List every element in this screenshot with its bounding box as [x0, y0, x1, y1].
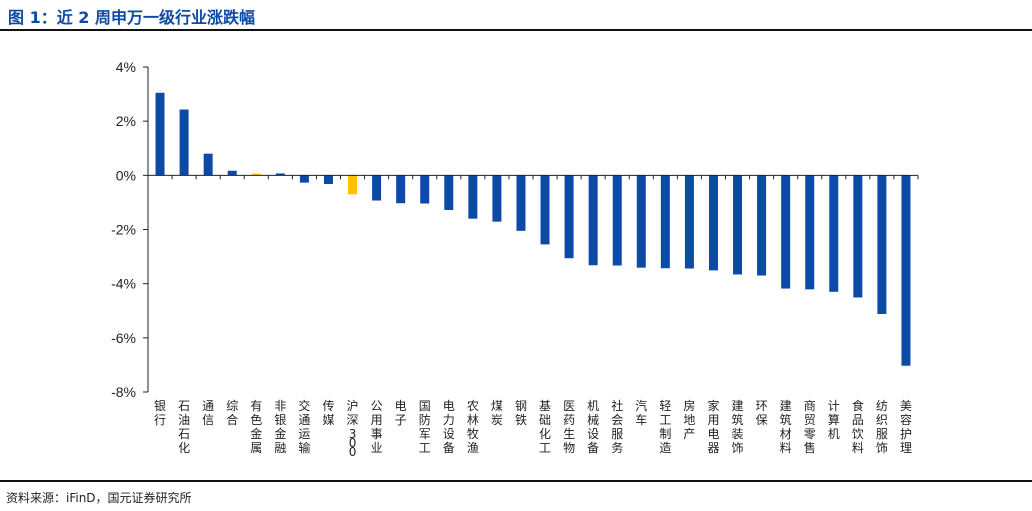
header-rule [0, 29, 1032, 31]
bar-31 [901, 175, 911, 366]
bar-0 [155, 92, 165, 176]
bar-22 [684, 175, 694, 269]
bar-17 [564, 175, 574, 259]
bar-27 [805, 175, 815, 290]
x-tick-label: 美容护理 [900, 399, 912, 455]
x-tick-label: 煤炭 [491, 399, 503, 427]
y-tick-label: -4% [111, 276, 136, 292]
y-tick-label: -2% [111, 222, 136, 238]
x-tick-label: 基础化工 [539, 399, 551, 455]
bar-16 [540, 175, 550, 245]
x-tick-label: 环保 [756, 399, 768, 427]
bar-15 [516, 175, 526, 231]
bar-1 [179, 109, 189, 176]
bar-19 [612, 175, 622, 266]
bar-6 [299, 175, 309, 183]
bar-7 [323, 175, 333, 184]
x-tick-label: 综合 [226, 399, 238, 427]
axes-group [143, 66, 919, 393]
bar-14 [492, 175, 502, 222]
x-tick-label: 交通运输 [298, 398, 310, 455]
chart-title: 图 1：近 2 周申万一级行业涨跌幅 [8, 8, 255, 27]
y-tick-labels: 4% 2% 0% -2% -4% -6% -8% [111, 59, 136, 400]
bar-10 [396, 175, 406, 204]
bar-2 [203, 153, 213, 176]
bar-8 [348, 175, 358, 195]
y-tick-label: 2% [116, 113, 136, 129]
bar-11 [420, 175, 430, 204]
y-tick-label: 0% [116, 167, 136, 183]
bars-group [155, 92, 911, 366]
bar-24 [733, 175, 743, 275]
x-tick-label: 电力设备 [443, 399, 455, 455]
y-tick-label: -6% [111, 330, 136, 346]
x-tick-label: 商贸零售 [804, 398, 816, 455]
footer-rule [0, 480, 1032, 482]
x-tick-label: 纺织服饰 [876, 399, 888, 455]
x-tick-label: 社会服务 [611, 398, 623, 455]
x-tick-label: 汽车 [635, 398, 647, 427]
bar-29 [853, 175, 863, 298]
bar-20 [636, 175, 646, 268]
x-tick-label: 有色金属 [250, 399, 262, 455]
x-tick-label: 轻工制造 [659, 399, 671, 455]
x-tick-label: 沪深 3 0 0 [347, 399, 359, 459]
x-tick-label: 非银金融 [274, 399, 286, 455]
x-tick-label: 通信 [202, 399, 214, 427]
x-tick-label: 农林牧渔 [467, 399, 479, 455]
bar-5 [275, 173, 285, 176]
bar-28 [829, 175, 839, 292]
x-tick-label: 钢铁 [515, 399, 527, 427]
y-tick-label: 4% [116, 59, 136, 75]
x-tick-label: 传媒 [322, 398, 334, 427]
bar-9 [372, 175, 382, 201]
bar-21 [660, 175, 670, 269]
x-tick-label: 食品饮料 [852, 398, 864, 455]
x-tick-label: 建筑材料 [780, 399, 792, 455]
bar-26 [781, 175, 791, 289]
bar-12 [444, 175, 454, 210]
bar-3 [227, 170, 237, 176]
x-tick-label: 建筑装饰 [732, 399, 744, 455]
x-tick-label: 机械设备 [587, 399, 599, 455]
bar-25 [757, 175, 767, 276]
source-note: 资料来源：iFinD，国元证券研究所 [6, 491, 192, 505]
x-tick-label: 计算机 [828, 399, 840, 441]
x-tick-label: 国防军工 [419, 399, 431, 455]
y-tick-label: -8% [111, 384, 136, 400]
bar-30 [877, 175, 887, 314]
bar-13 [468, 175, 478, 219]
bar-23 [708, 175, 718, 271]
x-tick-label: 石油石化 [178, 399, 190, 455]
x-tick-label: 医药生物 [563, 399, 575, 455]
x-tick-label: 电子 [395, 399, 407, 427]
x-tick-label: 房地产 [683, 398, 695, 441]
x-tick-label: 银行 [154, 399, 166, 427]
bar-18 [588, 175, 598, 266]
x-tick-label: 家用电器 [707, 398, 719, 455]
x-tick-label: 公用事业 [371, 399, 383, 455]
bar-4 [251, 173, 261, 176]
